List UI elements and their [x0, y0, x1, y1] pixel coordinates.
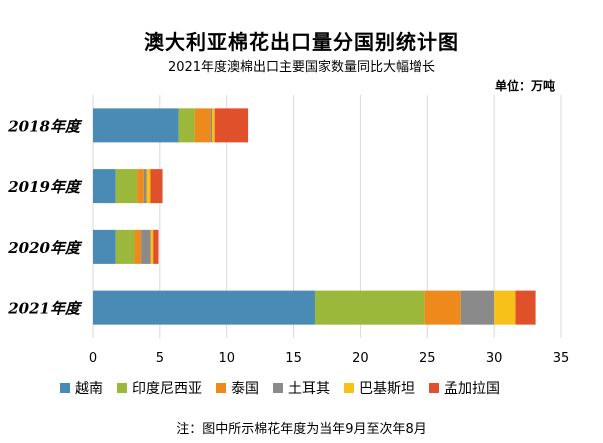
- x-tick-label-6: 30: [486, 351, 503, 366]
- legend-item-0: 越南: [60, 378, 103, 398]
- bar-2019年度-孟加拉国: [150, 169, 163, 204]
- bar-2019年度-越南: [93, 169, 116, 204]
- x-tick-label-4: 20: [352, 351, 369, 366]
- bar-2019年度-印度尼西亚: [115, 169, 138, 204]
- bar-2018年度-印度尼西亚: [178, 108, 195, 143]
- legend-swatch-2: [216, 383, 226, 393]
- y-category-label-1: 2019年度: [7, 178, 83, 196]
- legend-swatch-3: [273, 383, 283, 393]
- legend-swatch-5: [429, 383, 439, 393]
- footnote: 注：图中所示棉花年度为当年9月至次年8月: [176, 422, 427, 437]
- bar-2020年度-土耳其: [141, 229, 151, 264]
- legend-item-1: 印度尼西亚: [117, 378, 202, 398]
- unit-label: 单位：万吨: [494, 79, 555, 93]
- bar-2018年度-巴基斯坦: [212, 108, 215, 143]
- legend-swatch-0: [60, 383, 70, 393]
- legend-label-2: 泰国: [231, 381, 259, 397]
- legend-label-5: 孟加拉国: [444, 381, 500, 397]
- bar-2018年度-孟加拉国: [214, 108, 249, 143]
- legend-item-3: 土耳其: [273, 378, 330, 398]
- legend-swatch-4: [344, 383, 354, 393]
- y-category-label-3: 2021年度: [7, 300, 83, 318]
- legend-label-0: 越南: [75, 381, 103, 397]
- bar-2021年度-孟加拉国: [515, 290, 536, 325]
- bar-2021年度-印度尼西亚: [314, 290, 425, 325]
- bar-2020年度-印度尼西亚: [115, 229, 135, 264]
- legend-label-4: 巴基斯坦: [359, 381, 415, 397]
- bar-2021年度-泰国: [424, 290, 461, 325]
- x-tick-label-1: 5: [156, 351, 164, 366]
- legend-label-3: 土耳其: [288, 381, 330, 397]
- x-tick-label-2: 10: [218, 351, 235, 366]
- legend-item-4: 巴基斯坦: [344, 378, 415, 398]
- bar-2018年度-越南: [93, 108, 179, 143]
- x-tick-label-0: 0: [89, 351, 97, 366]
- bar-2018年度-泰国: [194, 108, 211, 143]
- y-category-label-2: 2020年度: [7, 239, 83, 257]
- bar-2021年度-越南: [93, 290, 315, 325]
- bar-2020年度-越南: [93, 229, 116, 264]
- legend-label-1: 印度尼西亚: [132, 381, 202, 397]
- bar-2020年度-巴基斯坦: [150, 229, 154, 264]
- bar-2019年度-土耳其: [143, 169, 147, 204]
- chart-subtitle: 2021年度澳棉出口主要国家数量同比大幅增长: [167, 60, 436, 75]
- legend-swatch-1: [117, 383, 127, 393]
- legend: 越南 印度尼西亚 泰国 土耳其 巴基斯坦 孟加拉国: [60, 378, 500, 398]
- bar-2020年度-孟加拉国: [153, 229, 159, 264]
- bar-2019年度-泰国: [137, 169, 144, 204]
- legend-item-2: 泰国: [216, 378, 259, 398]
- y-category-label-0: 2018年度: [7, 117, 83, 135]
- legend-item-5: 孟加拉国: [429, 378, 500, 398]
- bar-2021年度-巴基斯坦: [494, 290, 516, 325]
- x-tick-label-3: 15: [285, 351, 302, 366]
- x-tick-label-7: 35: [553, 351, 570, 366]
- bar-2021年度-土耳其: [460, 290, 495, 325]
- x-tick-label-5: 25: [419, 351, 436, 366]
- bar-2019年度-巴基斯坦: [146, 169, 151, 204]
- bar-2020年度-泰国: [134, 229, 142, 264]
- chart-title: 澳大利亚棉花出口量分国别统计图: [144, 30, 459, 54]
- bar-2018年度-土耳其: [210, 108, 213, 143]
